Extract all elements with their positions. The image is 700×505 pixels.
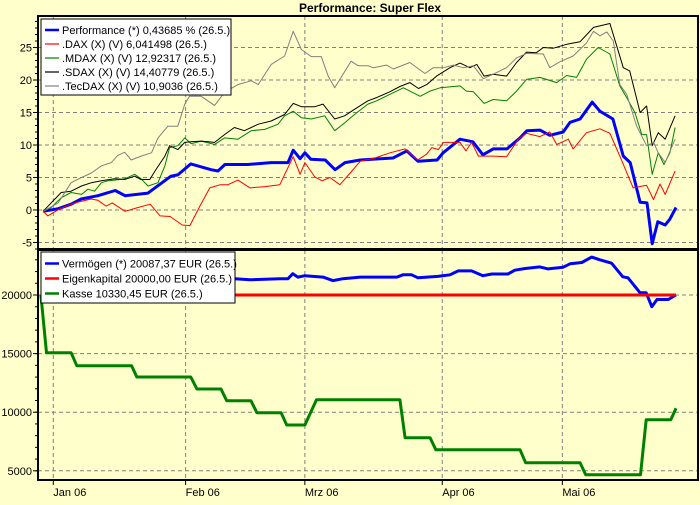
chart-title: Performance: Super Flex	[299, 1, 441, 15]
y-tick-label: -5	[22, 238, 32, 250]
series-line	[42, 23, 676, 212]
y-tick-label: 5	[26, 173, 32, 185]
y-tick-label: 15	[20, 108, 32, 120]
legend-label: Eigenkapital 20000,00 EUR (26.5.)	[62, 274, 232, 286]
legend: Performance (*) 0,43685 % (26.5.) .DAX (X…	[40, 18, 232, 96]
x-tick-label: Mrz 06	[305, 487, 339, 499]
y-tick-label: 20000	[1, 290, 32, 302]
y-tick-label: 10000	[1, 407, 32, 419]
y-tick-label: 0	[26, 205, 32, 217]
legend-label: .MDAX (X) (V) 12,92317 (26.5.)	[62, 53, 216, 65]
y-tick-label: 5000	[8, 466, 32, 478]
x-tick-label: Apr 06	[442, 487, 474, 499]
y-tick-label: 25	[20, 43, 32, 55]
x-tick-label: Mai 06	[562, 487, 595, 499]
y-tick-label: 20	[20, 75, 32, 87]
performance-panel: -5 0 5 10 15 20 25 Performance (*) 0,43685 % (2…	[20, 15, 699, 250]
series-line	[39, 294, 678, 477]
legend: Vermögen (*) 20087,37 EUR (26.5.) Eigenka…	[40, 251, 237, 304]
series-line	[42, 47, 676, 212]
legend-box	[40, 251, 236, 304]
legend-label: Vermögen (*) 20087,37 EUR (26.5.)	[62, 259, 237, 271]
legend-label: .TecDAX (X) (V) 10,9036 (26.5.)	[62, 81, 218, 93]
x-tick-label: Feb 06	[186, 487, 220, 499]
series-line	[42, 30, 676, 212]
series-line	[40, 255, 677, 309]
legend-label: .SDAX (X) (V) 14,40779 (26.5.)	[62, 67, 214, 79]
x-tick-label: Jan 06	[53, 487, 86, 499]
wealth-panel: 5000 10000 15000 20000 Vermögen (*) 20087,37…	[1, 249, 699, 481]
legend-label: .DAX (X) (V) 6,041498 (26.5.)	[62, 39, 207, 51]
y-tick-label: 10	[20, 140, 32, 152]
series-line	[42, 128, 676, 227]
legend-box	[40, 18, 232, 96]
legend-label: Kasse 10330,45 EUR (26.5.)	[62, 289, 203, 301]
y-tick-label: 15000	[1, 349, 32, 361]
legend-label: Performance (*) 0,43685 % (26.5.)	[62, 25, 230, 37]
